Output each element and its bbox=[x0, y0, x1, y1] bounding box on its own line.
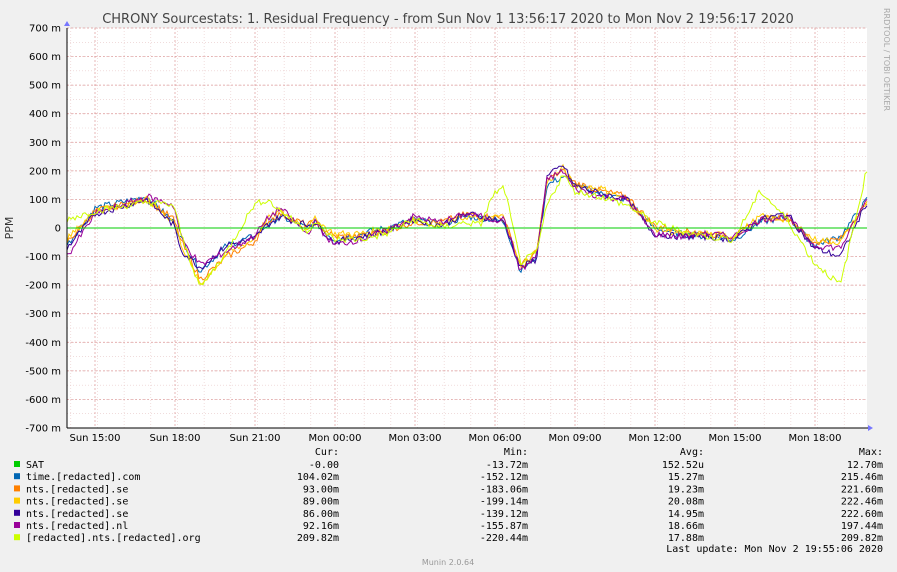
legend-series-name: [redacted].nts.[redacted].org bbox=[26, 533, 201, 544]
x-axis-arrow bbox=[868, 425, 873, 431]
legend-value: -183.06m bbox=[480, 484, 528, 495]
legend-header: Cur: bbox=[315, 447, 339, 458]
x-tick-label: Mon 09:00 bbox=[548, 433, 601, 444]
legend-value: 14.95m bbox=[668, 509, 704, 520]
x-tick-label: Mon 15:00 bbox=[708, 433, 761, 444]
x-tick-label: Sun 18:00 bbox=[149, 433, 200, 444]
y-tick-label: 500 m bbox=[29, 81, 61, 92]
legend-swatch bbox=[14, 497, 20, 504]
y-tick-label: -500 m bbox=[25, 366, 61, 377]
y-axis-label: PPM bbox=[3, 217, 16, 240]
x-tick-label: Mon 12:00 bbox=[628, 433, 681, 444]
y-tick-label: 400 m bbox=[29, 109, 61, 120]
y-tick-label: -700 m bbox=[25, 424, 61, 435]
y-tick-label: -200 m bbox=[25, 281, 61, 292]
legend-value: 17.88m bbox=[668, 533, 704, 544]
legend-header: Max: bbox=[859, 447, 883, 458]
series-lines bbox=[66, 163, 868, 286]
legend-series-name: nts.[redacted].se bbox=[26, 497, 128, 508]
legend-value: 92.16m bbox=[303, 521, 339, 532]
y-axis-ticks: 700 m 600 m 500 m 400 m 300 m 200 m 100 m 0 -100… bbox=[25, 24, 61, 435]
rrdtool-side-label: RRDTOOL / TOBI OETIKER bbox=[882, 8, 891, 111]
legend-value: -155.87m bbox=[480, 521, 528, 532]
legend-value: 222.60m bbox=[841, 509, 883, 520]
legend-value: 12.70m bbox=[847, 460, 883, 471]
x-tick-label: Sun 15:00 bbox=[69, 433, 120, 444]
y-axis-arrow bbox=[64, 21, 70, 26]
legend-value: 222.46m bbox=[841, 497, 883, 508]
legend-swatch bbox=[14, 485, 20, 492]
x-axis-ticks: Sun 15:00 Sun 18:00 Sun 21:00 Mon 00:00 Mon … bbox=[69, 433, 841, 444]
legend-value: 209.82m bbox=[297, 533, 339, 544]
legend-series-name: nts.[redacted].se bbox=[26, 509, 128, 520]
series-line bbox=[66, 168, 868, 271]
legend-swatch bbox=[14, 534, 20, 541]
y-tick-label: 0 bbox=[55, 224, 61, 235]
series-line bbox=[66, 171, 868, 286]
legend-value: 20.08m bbox=[668, 497, 704, 508]
legend: Cur: Min: Avg: Max: SAT -0.00 -13.72m 152.52u 12… bbox=[14, 447, 883, 544]
legend-value: -199.14m bbox=[480, 497, 528, 508]
legend-value: 197.44m bbox=[841, 521, 883, 532]
legend-value: 221.60m bbox=[841, 484, 883, 495]
legend-value: 19.23m bbox=[668, 484, 704, 495]
x-tick-label: Mon 18:00 bbox=[788, 433, 841, 444]
legend-value: 93.00m bbox=[303, 484, 339, 495]
legend-value: -0.00 bbox=[309, 460, 339, 471]
munin-version: Munin 2.0.64 bbox=[422, 558, 474, 567]
series-line bbox=[66, 175, 868, 274]
legend-swatch bbox=[14, 522, 20, 528]
legend-value: 86.00m bbox=[303, 509, 339, 520]
chart-title: CHRONY Sourcestats: 1. Residual Frequenc… bbox=[102, 12, 794, 27]
legend-series-name: SAT bbox=[26, 460, 44, 471]
y-tick-label: 100 m bbox=[29, 195, 61, 206]
legend-swatch bbox=[14, 461, 20, 467]
x-tick-label: Mon 06:00 bbox=[468, 433, 521, 444]
legend-value: 104.02m bbox=[297, 472, 339, 483]
y-tick-label: 200 m bbox=[29, 166, 61, 177]
x-tick-label: Sun 21:00 bbox=[229, 433, 280, 444]
legend-value: 215.46m bbox=[841, 472, 883, 483]
y-tick-label: -100 m bbox=[25, 252, 61, 263]
y-tick-label: -400 m bbox=[25, 338, 61, 349]
y-tick-label: 300 m bbox=[29, 138, 61, 149]
last-update: Last update: Mon Nov 2 19:55:06 2020 bbox=[666, 544, 883, 555]
grid-lines bbox=[67, 27, 867, 429]
legend-value: 18.66m bbox=[668, 521, 704, 532]
legend-value: 152.52u bbox=[662, 460, 704, 471]
y-tick-label: -300 m bbox=[25, 309, 61, 320]
x-tick-label: Mon 03:00 bbox=[388, 433, 441, 444]
legend-header: Min: bbox=[504, 447, 528, 458]
legend-header: Avg: bbox=[680, 447, 704, 458]
legend-swatch bbox=[14, 509, 20, 516]
legend-series-name: time.[redacted].com bbox=[26, 472, 140, 483]
legend-value: -152.12m bbox=[480, 472, 528, 483]
x-tick-label: Mon 00:00 bbox=[308, 433, 361, 444]
legend-value: 209.82m bbox=[841, 533, 883, 544]
y-tick-label: -600 m bbox=[25, 395, 61, 406]
legend-series-name: nts.[redacted].se bbox=[26, 484, 128, 495]
legend-value: -220.44m bbox=[480, 533, 528, 544]
legend-value: 89.00m bbox=[303, 497, 339, 508]
y-tick-label: 600 m bbox=[29, 52, 61, 63]
legend-value: 15.27m bbox=[668, 472, 704, 483]
legend-value: -139.12m bbox=[480, 509, 528, 520]
legend-value: -13.72m bbox=[486, 460, 528, 471]
legend-series-name: nts.[redacted].nl bbox=[26, 521, 128, 532]
legend-swatch bbox=[14, 473, 20, 480]
y-tick-label: 700 m bbox=[29, 24, 61, 35]
